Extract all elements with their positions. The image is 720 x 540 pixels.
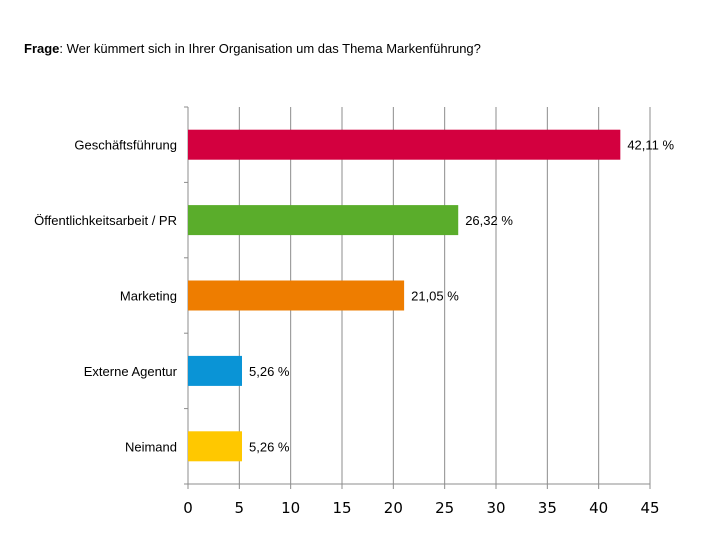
value-label: 5,26 % xyxy=(249,439,290,454)
bar xyxy=(188,431,243,462)
category-label: Geschäftsführung xyxy=(74,138,177,153)
question-label: Frage xyxy=(24,41,60,56)
value-label: 26,32 % xyxy=(465,213,513,228)
x-tick-label: 5 xyxy=(235,499,245,517)
x-tick-label: 25 xyxy=(435,499,454,517)
x-tick-label: 0 xyxy=(183,499,193,517)
x-tick-label: 40 xyxy=(589,499,608,517)
labels: Geschäftsführung 42,11 % Öffentlichkeitsar… xyxy=(34,138,674,455)
bar xyxy=(188,129,621,160)
value-label: 21,05 % xyxy=(411,289,459,304)
axes: 0 5 10 15 20 25 30 35 40 45 xyxy=(183,106,660,517)
x-tick-label: 10 xyxy=(281,499,300,517)
x-tick-label: 35 xyxy=(538,499,557,517)
question-text: Frage: Wer kümmert sich in Ihrer Organis… xyxy=(24,41,481,56)
category-label: Marketing xyxy=(120,289,177,304)
question-body: : Wer kümmert sich in Ihrer Organisation… xyxy=(59,41,481,56)
bar xyxy=(188,355,243,386)
x-tick-label: 45 xyxy=(640,499,659,517)
value-label: 42,11 % xyxy=(627,138,674,153)
x-tick-label: 20 xyxy=(384,499,403,517)
bar xyxy=(188,280,405,311)
category-label: Externe Agentur xyxy=(84,364,178,379)
x-tick-label: 30 xyxy=(486,499,505,517)
category-label: Öffentlichkeitsarbeit / PR xyxy=(34,213,177,228)
bar xyxy=(188,205,459,236)
x-tick-label: 15 xyxy=(332,499,351,517)
category-label: Neimand xyxy=(125,439,177,454)
value-label: 5,26 % xyxy=(249,364,290,379)
bars xyxy=(188,129,621,462)
gridlines xyxy=(238,107,651,484)
